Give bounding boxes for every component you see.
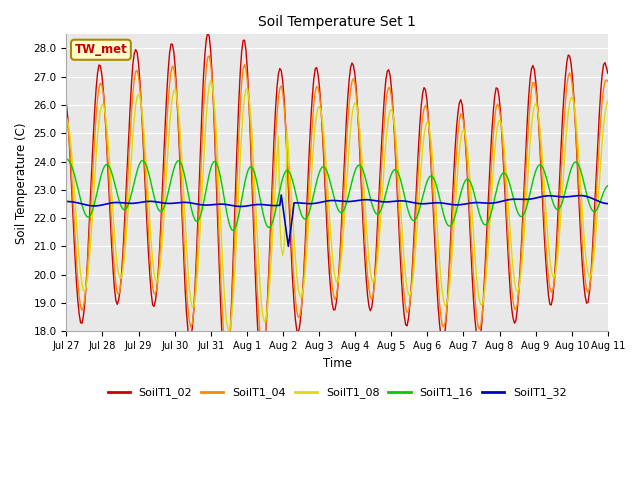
SoilT1_32 xyxy=(63,199,70,204)
SoilT1_32 xyxy=(451,202,459,208)
SoilT1_32 xyxy=(81,202,88,207)
SoilT1_08 xyxy=(344,165,351,170)
SoilT1_08 xyxy=(63,115,70,120)
SoilT1_02 xyxy=(222,373,230,379)
SoilT1_16 xyxy=(98,170,106,176)
SoilT1_32 xyxy=(285,243,292,249)
SoilT1_08 xyxy=(98,102,106,108)
SoilT1_02 xyxy=(204,30,212,36)
SoilT1_08 xyxy=(604,98,612,104)
Text: TW_met: TW_met xyxy=(74,43,127,56)
SoilT1_04 xyxy=(98,82,106,87)
SoilT1_04 xyxy=(205,53,213,59)
SoilT1_02 xyxy=(344,96,351,101)
SoilT1_02 xyxy=(532,78,540,84)
SoilT1_16 xyxy=(604,183,612,189)
SoilT1_32 xyxy=(344,199,351,204)
SoilT1_32 xyxy=(98,202,106,208)
SoilT1_32 xyxy=(602,201,610,206)
SoilT1_04 xyxy=(81,296,88,301)
SoilT1_02 xyxy=(98,71,106,77)
SoilT1_32 xyxy=(604,201,612,206)
X-axis label: Time: Time xyxy=(323,357,351,370)
Legend: SoilT1_02, SoilT1_04, SoilT1_08, SoilT1_16, SoilT1_32: SoilT1_02, SoilT1_04, SoilT1_08, SoilT1_… xyxy=(103,383,571,403)
SoilT1_16 xyxy=(342,201,350,206)
SoilT1_16 xyxy=(63,156,70,162)
SoilT1_02 xyxy=(602,64,610,70)
SoilT1_08 xyxy=(225,328,233,334)
SoilT1_08 xyxy=(451,204,459,210)
SoilT1_02 xyxy=(604,71,612,76)
SoilT1_16 xyxy=(601,186,609,192)
SoilT1_32 xyxy=(532,195,540,201)
SoilT1_04 xyxy=(63,115,70,120)
SoilT1_04 xyxy=(344,120,351,126)
SoilT1_02 xyxy=(81,300,88,306)
Y-axis label: Soil Temperature (C): Soil Temperature (C) xyxy=(15,122,28,243)
SoilT1_02 xyxy=(63,101,70,107)
SoilT1_04 xyxy=(604,78,612,84)
Line: SoilT1_32: SoilT1_32 xyxy=(67,195,608,246)
Line: SoilT1_02: SoilT1_02 xyxy=(67,33,608,376)
SoilT1_04 xyxy=(224,354,232,360)
SoilT1_08 xyxy=(602,102,610,108)
Line: SoilT1_16: SoilT1_16 xyxy=(67,159,608,230)
SoilT1_04 xyxy=(602,77,610,83)
Line: SoilT1_04: SoilT1_04 xyxy=(67,56,608,357)
SoilT1_04 xyxy=(532,87,540,93)
SoilT1_02 xyxy=(451,145,459,151)
Line: SoilT1_08: SoilT1_08 xyxy=(67,81,608,331)
SoilT1_16 xyxy=(81,210,88,216)
SoilT1_16 xyxy=(450,217,458,223)
SoilT1_08 xyxy=(81,288,88,294)
SoilT1_32 xyxy=(277,192,285,198)
Title: Soil Temperature Set 1: Soil Temperature Set 1 xyxy=(258,15,416,29)
SoilT1_04 xyxy=(451,170,459,176)
SoilT1_08 xyxy=(207,78,214,84)
SoilT1_16 xyxy=(229,228,237,233)
SoilT1_08 xyxy=(532,101,540,107)
SoilT1_16 xyxy=(531,173,538,179)
